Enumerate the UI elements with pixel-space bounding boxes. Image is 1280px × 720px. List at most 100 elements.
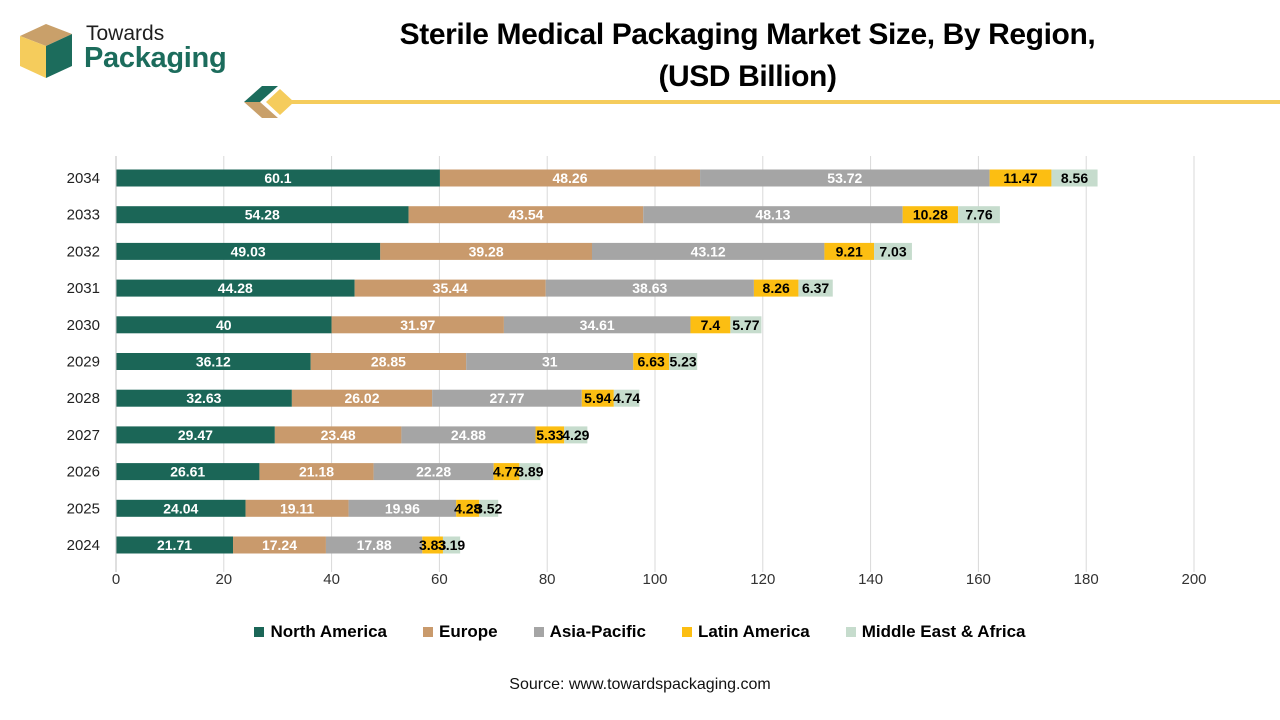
bar-segment [690, 316, 731, 334]
axes: 0 20 40 60 80 100 120 140 160 180 200 2034 2033 2032 2… [67, 156, 1207, 588]
data-label: 48.13 [755, 207, 790, 223]
data-label: 4.29 [562, 427, 589, 443]
data-label: 53.72 [827, 170, 862, 186]
y-tick-label: 2033 [67, 207, 100, 224]
y-tick-label: 2029 [67, 354, 100, 371]
data-label: 28.85 [371, 354, 406, 370]
data-label: 60.1 [264, 170, 291, 186]
data-label: 43.12 [691, 243, 726, 259]
chart-title-line2: (USD Billion) [658, 60, 837, 93]
y-tick-label: 2026 [67, 464, 100, 481]
bar-segment [116, 536, 234, 554]
legend-label: North America [270, 622, 387, 641]
legend-swatch [681, 627, 692, 637]
bar-segment [354, 279, 546, 297]
data-label: 39.28 [469, 243, 504, 259]
legend-swatch [423, 627, 433, 637]
bar-segment [116, 279, 355, 297]
data-label: 29.47 [178, 427, 213, 443]
data-label: 3.89 [516, 464, 543, 480]
bar-segment [116, 499, 246, 517]
bar-segment [1051, 169, 1098, 187]
bar-segment [989, 169, 1052, 187]
y-tick-label: 2031 [67, 280, 100, 297]
data-label: 8.56 [1061, 170, 1088, 186]
data-labels: 60.1 48.26 53.72 11.47 8.56 54.28 43.54 48.13 10… [157, 170, 1088, 553]
legend-label: Asia-Pacific [549, 622, 646, 641]
y-tick-label: 2025 [67, 500, 100, 517]
data-label: 34.61 [580, 317, 615, 333]
bar-segment [824, 242, 875, 260]
data-label: 21.71 [157, 537, 192, 553]
data-label: 44.28 [218, 280, 253, 296]
data-label: 36.12 [196, 354, 231, 370]
legend-swatch [845, 627, 856, 637]
y-tick-label: 2028 [67, 390, 100, 407]
box-logo-icon [20, 24, 72, 78]
source-note: Source: www.towardspackaging.com [509, 676, 771, 693]
bar-segment [348, 499, 457, 517]
data-label: 38.63 [632, 280, 667, 296]
legend-swatch [533, 627, 544, 637]
data-label: 4.74 [613, 390, 640, 406]
deco-green-diamond-icon [244, 86, 278, 102]
bar-segment [700, 169, 990, 187]
legend-item: Europe [423, 622, 498, 642]
bar-segment [519, 463, 541, 481]
y-tick-label: 2030 [67, 317, 100, 334]
title-underline-decoration [244, 86, 1280, 118]
data-label: 7.4 [701, 317, 721, 333]
legend-label: Latin America [697, 622, 810, 641]
x-tick-label: 0 [112, 571, 120, 588]
bar-segment [545, 279, 754, 297]
chart-title: Sterile Medical Packaging Market Size, B… [300, 14, 1195, 98]
data-label: 6.63 [638, 354, 665, 370]
bar-segment [422, 536, 443, 554]
chart-title-line1: Sterile Medical Packaging Market Size, B… [399, 18, 1096, 51]
data-label: 8.26 [763, 280, 790, 296]
legend-item: Middle East & Africa [845, 622, 1026, 642]
logo-text-top: Towards [86, 22, 165, 45]
data-label: 17.24 [262, 537, 297, 553]
brand-logo: Towards Packaging [16, 20, 236, 84]
bar-segment [116, 353, 311, 370]
data-label: 5.77 [732, 317, 759, 333]
data-label: 35.44 [433, 280, 468, 296]
bar-segment [439, 169, 701, 187]
y-tick-label: 2032 [67, 243, 100, 260]
bar-segment [466, 353, 634, 370]
legend-label: Europe [439, 622, 498, 641]
data-label: 19.96 [385, 500, 420, 516]
data-label: 48.26 [552, 170, 587, 186]
x-tick-label: 120 [750, 571, 775, 588]
x-tick-label: 200 [1181, 571, 1206, 588]
bar-segment [325, 536, 423, 554]
bar-segment [116, 389, 292, 407]
data-label: 17.88 [357, 537, 392, 553]
bar-segment [401, 426, 536, 444]
data-label: 3.83 [419, 537, 446, 553]
bar-segment [643, 206, 903, 224]
bar-segment [633, 353, 670, 370]
legend-item: North America [254, 622, 387, 642]
bar-segment [798, 279, 833, 297]
stacked-bar-chart: 60.1 48.26 53.72 11.47 8.56 54.28 43.54 48.13 10… [67, 156, 1207, 588]
bar-segment [116, 426, 275, 444]
data-label: 40 [216, 317, 232, 333]
x-tick-label: 160 [966, 571, 991, 588]
bar-segment [245, 499, 349, 517]
data-label: 49.03 [231, 243, 266, 259]
bar-segment [408, 206, 644, 224]
bar-segment [310, 353, 467, 370]
x-tick-label: 100 [642, 571, 667, 588]
data-label: 5.94 [584, 390, 611, 406]
data-label: 26.61 [170, 464, 205, 480]
bar-segment [564, 426, 588, 444]
bar-segment [331, 316, 504, 334]
data-label: 3.19 [438, 537, 465, 553]
data-label: 22.28 [416, 464, 451, 480]
data-label: 27.77 [489, 390, 524, 406]
x-tick-label: 40 [323, 571, 340, 588]
chart-legend: North America Europe Asia-Pacific Latin Ame… [0, 622, 1280, 642]
bar-segment [493, 463, 520, 481]
